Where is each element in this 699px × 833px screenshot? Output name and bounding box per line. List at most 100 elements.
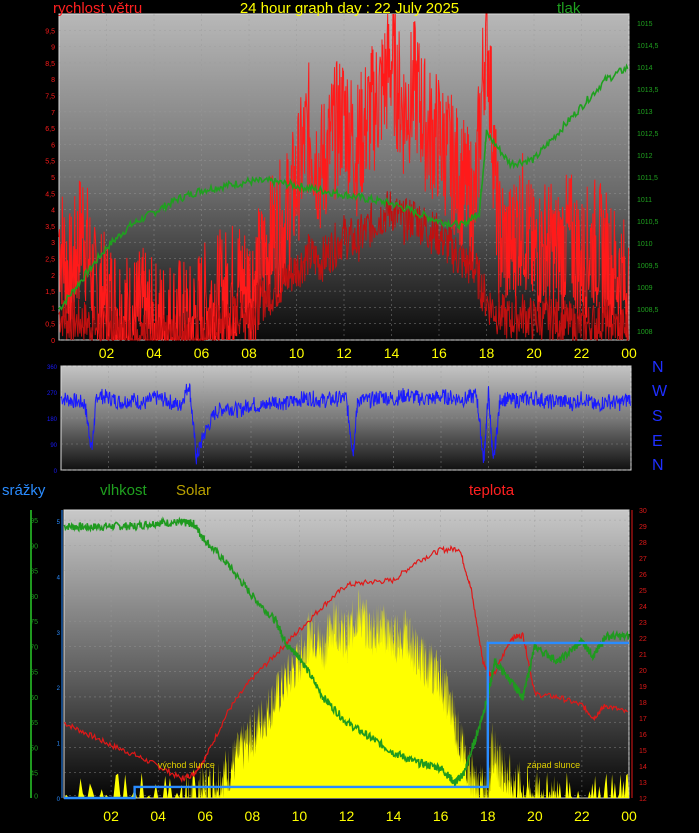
hour-tick-label: 06 [194,345,210,361]
hour-tick-label-bottom: 04 [150,808,166,824]
pressure-tick-label: 1008,5 [637,307,659,314]
direction-letter-e: E [652,433,663,450]
direction-tick-label: 90 [50,443,57,449]
wind-tick-label: 1 [51,305,55,312]
wind-tick-label: 9 [51,45,55,52]
wind-gust-series [58,13,629,341]
direction-tick-label: 270 [47,391,58,397]
hour-tick-label: 10 [289,345,305,361]
wind-tick-label: 4,5 [45,191,55,198]
temperature-tick-label: 15 [639,748,647,755]
wind-tick-label: 0 [51,338,55,345]
solar-label: Solar [176,482,212,499]
pressure-tick-label: 1009 [637,285,653,292]
pressure-tick-label: 1009,5 [637,263,659,270]
wind-tick-label: 7 [51,110,55,117]
pressure-tick-label: 1013,5 [637,87,659,94]
hour-tick-label-bottom: 20 [527,808,543,824]
temperature-tick-label: 13 [639,780,647,787]
humidity-tick-label: 60 [30,695,38,702]
pressure-tick-label: 1010 [637,241,653,248]
hour-tick-label-bottom: 00 [621,808,637,824]
pressure-series [58,63,629,311]
humidity-tick-label: 65 [30,670,38,677]
humidity-tick-label: 50 [30,745,38,752]
pressure-tick-label: 1010,5 [637,219,659,226]
temperature-tick-label: 16 [639,732,647,739]
hour-tick-label: 22 [574,345,590,361]
pressure-tick-label: 1012 [637,153,653,160]
humidity-tick-label: 0 [34,793,38,800]
temperature-tick-label: 19 [639,684,647,691]
direction-letter-n-bottom: N [652,457,664,474]
temperature-tick-label: 25 [639,588,647,595]
pressure-tick-label: 1011 [637,197,652,204]
humidity-tick-label: 75 [30,619,38,626]
solar-area-series [64,588,629,798]
rain-label: srážky [2,482,46,499]
humidity-tick-label: 55 [30,720,38,727]
rain-tick-label: 4 [57,575,61,581]
pressure-tick-label: 1012,5 [637,131,659,138]
direction-letter-w: W [652,383,668,400]
wind-speed-label: rychlost větru [53,0,143,17]
hour-tick-label-bottom: 10 [292,808,308,824]
pressure-label: tlak [557,0,581,17]
direction-tick-label: 0 [54,469,58,475]
temperature-tick-label: 24 [639,604,647,611]
wind-average-series [58,191,629,342]
hour-tick-label: 14 [384,345,400,361]
wind-tick-label: 6,5 [45,126,55,133]
humidity-tick-label: 95 [30,518,38,525]
hour-tick-label: 18 [479,345,495,361]
rain-tick-label: 5 [57,520,61,526]
wind-tick-label: 2,5 [45,257,55,264]
hour-tick-label: 04 [146,345,162,361]
wind-tick-label: 0,5 [45,322,55,329]
temperature-tick-label: 30 [639,508,647,515]
rain-tick-label: 2 [57,686,61,692]
humidity-tick-label: 85 [30,569,38,576]
sunset-annotation: západ slunce [527,760,580,770]
direction-tick-label: 360 [47,365,58,371]
wind-tick-label: 3,5 [45,224,55,231]
wind-tick-label: 4 [51,208,55,215]
temperature-tick-label: 18 [639,700,647,707]
temperature-tick-label: 27 [639,556,647,563]
direction-letter-n-top: N [652,359,664,376]
humidity-label: vlhkost [100,482,147,499]
rain-tick-label: 0 [57,797,61,803]
pressure-tick-label: 1014,5 [637,43,659,50]
rain-tick-label: 1 [57,742,61,748]
wind-tick-label: 5 [51,175,55,182]
hour-tick-label-bottom: 02 [103,808,119,824]
wind-tick-label: 1,5 [45,289,55,296]
pressure-tick-label: 1015 [637,21,653,28]
hour-tick-label: 16 [431,345,447,361]
temperature-tick-label: 17 [639,716,647,723]
wind-tick-label: 5,5 [45,159,55,166]
humidity-tick-label: 90 [30,543,38,550]
hour-tick-label: 08 [241,345,257,361]
hour-tick-label-bottom: 14 [386,808,402,824]
humidity-tick-label: 45 [30,771,38,778]
humidity-tick-label: 70 [30,644,38,651]
temperature-label: teplota [469,482,515,499]
temperature-tick-label: 14 [639,764,647,771]
rain-tick-label: 3 [57,631,61,637]
pressure-tick-label: 1011,5 [637,175,658,182]
temperature-tick-label: 26 [639,572,647,579]
temperature-tick-label: 22 [639,636,647,643]
hour-tick-label: 20 [526,345,542,361]
direction-letter-s: S [652,408,663,425]
wind-direction-series [60,383,631,465]
hour-tick-label-bottom: 06 [197,808,213,824]
hour-tick-label-bottom: 12 [339,808,355,824]
wind-tick-label: 3 [51,240,55,247]
temperature-tick-label: 23 [639,620,647,627]
humidity-tick-label: 80 [30,594,38,601]
sunrise-annotation: východ slunce [158,760,215,770]
direction-tick-label: 180 [47,417,58,423]
wind-tick-label: 9,5 [45,28,55,35]
humidity-series [63,516,630,788]
